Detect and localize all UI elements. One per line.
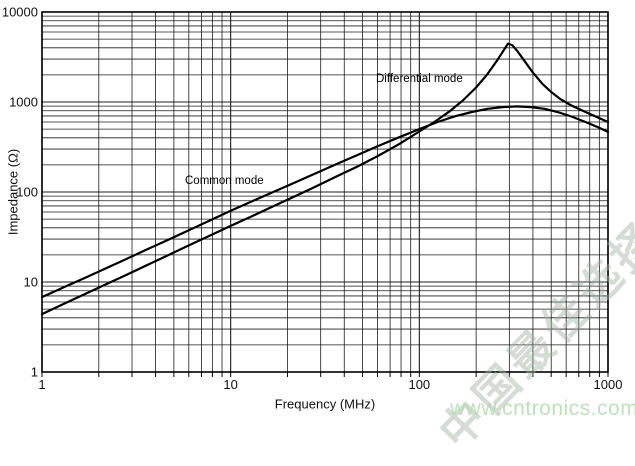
curve-differential-mode xyxy=(40,42,610,316)
impedance-frequency-chart: 1 10 100 1000 1 10 100 1000 10000 Impedance (Ω) … xyxy=(1,4,635,458)
plot-border xyxy=(41,11,609,373)
y-tick-label: 100 xyxy=(16,185,38,200)
y-tick-label: 1 xyxy=(31,365,38,380)
x-axis-title: Frequency (MHz) xyxy=(274,396,376,412)
y-axis-title: Impedance (Ω) xyxy=(5,148,21,236)
y-tick-label: 10 xyxy=(24,275,38,290)
differential-mode-curve-label: Differential mode xyxy=(376,73,463,85)
x-tick-label: 1 xyxy=(38,377,45,392)
y-tick-label: 1000 xyxy=(9,95,38,110)
grid-lines xyxy=(41,11,609,373)
watermark-site-url: www.cntronics.com xyxy=(450,397,635,420)
common-mode-curve-label: Common mode xyxy=(185,175,264,187)
x-tick-label: 1000 xyxy=(594,377,623,392)
x-tick-label: 10 xyxy=(223,377,237,392)
x-axis-ticks xyxy=(41,372,609,377)
y-tick-label: 10000 xyxy=(2,5,38,20)
x-tick-label: 100 xyxy=(408,377,430,392)
curve-common-mode xyxy=(40,105,610,299)
chart-canvas: 1 10 100 1000 1 10 100 1000 10000 xyxy=(2,5,623,393)
